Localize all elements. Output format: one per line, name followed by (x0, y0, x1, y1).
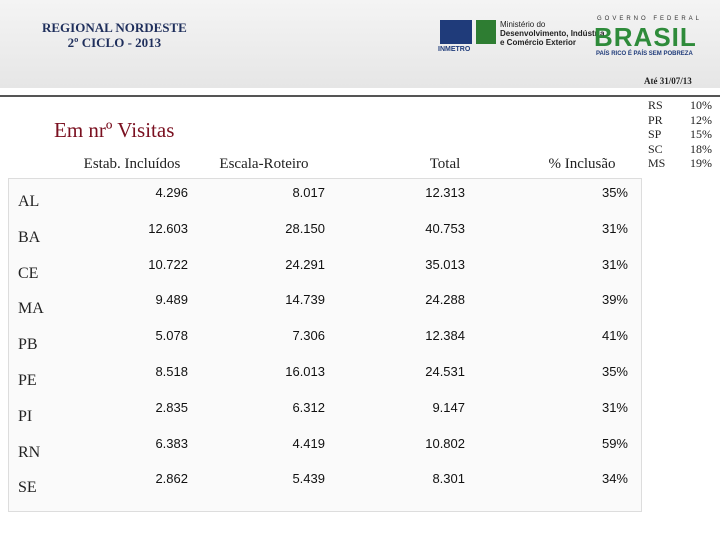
side-percent: 18% (690, 141, 712, 156)
cell-value: 31% (601, 256, 628, 272)
ministry-line: e Comércio Exterior (500, 38, 577, 47)
cell-value: 2.862 (155, 471, 188, 487)
cell-value: 6.312 (292, 399, 325, 415)
cell-value: 10.722 (148, 256, 188, 272)
cell-value: 12.603 (148, 220, 188, 236)
header-subtitle: 2º CICLO - 2013 (67, 35, 162, 50)
cell-value: 31% (601, 220, 628, 236)
side-percent: 12% (690, 112, 712, 127)
cell-value: 39% (601, 292, 628, 308)
cell-value: 24.288 (425, 292, 465, 308)
cell-value: 59% (601, 435, 628, 451)
row-label: RN (18, 443, 41, 461)
cell-value: 4.419 (292, 435, 325, 451)
side-region: SC (648, 141, 663, 156)
cell-value: 41% (601, 328, 628, 344)
side-percent: 19% (690, 156, 712, 170)
cell-value: 28.150 (285, 220, 325, 236)
row-label: CE (18, 264, 39, 282)
side-region: PR (648, 112, 663, 127)
row-label: PB (18, 336, 38, 354)
row-label: AL (18, 193, 40, 210)
side-region: MS (648, 156, 666, 170)
column-header: % Inclusão (548, 156, 616, 172)
column-header: Estab. Incluídos (83, 156, 181, 172)
ministry-line: Desenvolvimento, Indústria (500, 29, 605, 38)
cell-value: 9.147 (432, 399, 465, 415)
header-title: REGIONAL NORDESTE (42, 20, 187, 35)
cell-value: 35% (601, 364, 628, 379)
cell-value: 35.013 (425, 256, 465, 272)
cell-value: 9.489 (155, 292, 188, 308)
cell-value: 8.301 (432, 471, 465, 487)
government-label: GOVERNO FEDERAL (597, 16, 703, 22)
cell-value: 16.013 (285, 364, 325, 379)
cell-value: 12.313 (425, 185, 465, 200)
column-header: Total (429, 156, 461, 172)
header-banner (0, 0, 720, 88)
inmetro-label: INMETRO (438, 46, 471, 53)
cell-value: 35% (601, 185, 628, 200)
cell-value: 40.753 (425, 220, 465, 236)
cell-value: 24.531 (425, 364, 465, 379)
brasil-label: BRASIL (594, 22, 697, 52)
header-text: REGIONAL NORDESTE 2º CICLO - 2013 (42, 20, 187, 50)
cell-value: 12.384 (425, 328, 465, 344)
cell-value: 5.078 (155, 328, 188, 344)
column-header: Escala-Roteiro (219, 156, 309, 172)
cell-value: 6.383 (155, 435, 188, 451)
row-label: BA (18, 228, 41, 246)
cell-value: 34% (601, 471, 628, 487)
row-label: MA (18, 300, 44, 318)
ministry-line: Ministério do (500, 20, 546, 29)
cell-value: 10.802 (425, 435, 465, 451)
ministry-icon (476, 20, 496, 44)
table-box (8, 178, 642, 512)
side-percent: 15% (690, 127, 712, 141)
cell-value: 14.739 (285, 292, 325, 308)
cell-value: 8.017 (292, 185, 325, 200)
cell-value: 2.835 (155, 399, 188, 415)
row-label: PI (18, 407, 33, 425)
side-percent: 10% (690, 98, 712, 112)
cell-value: 5.439 (292, 471, 325, 487)
heading: Em nrº Visitas (54, 118, 175, 142)
row-label: PE (18, 372, 37, 389)
date-label: Até 31/07/13 (644, 76, 692, 86)
cell-value: 4.296 (155, 185, 188, 200)
cell-value: 7.306 (292, 328, 325, 344)
cell-value: 31% (601, 399, 628, 415)
side-region: SP (648, 127, 662, 141)
row-label: SE (18, 479, 37, 497)
slogan-label: PAÍS RICO É PAÍS SEM POBREZA (596, 51, 693, 57)
header-rule (0, 95, 720, 97)
cell-value: 24.291 (285, 256, 325, 272)
inmetro-icon (440, 20, 472, 44)
side-region: RS (648, 98, 663, 112)
ministry-label: Ministério do Desenvolvimento, Indústria… (500, 20, 604, 47)
cell-value: 8.518 (155, 364, 188, 379)
